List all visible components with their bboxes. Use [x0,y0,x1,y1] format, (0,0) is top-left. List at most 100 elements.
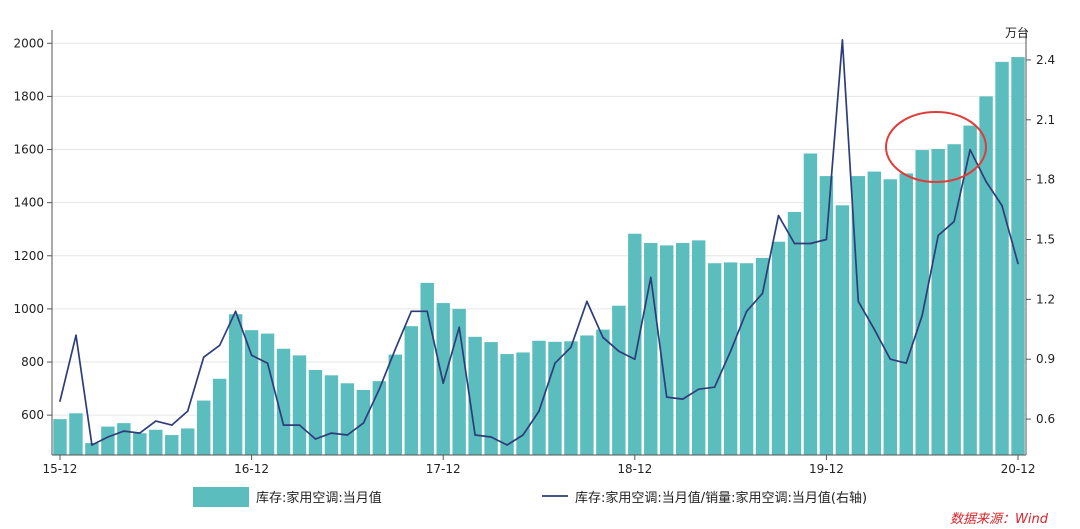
line-point [570,346,572,349]
bar [819,176,834,455]
right-tick-label: 0.6 [1036,412,1055,426]
bar [500,354,514,455]
line-point [442,382,444,384]
x-tick-label: 15-12 [43,462,78,476]
bar [468,336,482,455]
bar [580,335,594,455]
bar [548,341,562,455]
line-point [139,432,141,434]
bar [755,257,770,455]
bar [69,413,83,455]
bar [117,423,131,455]
line-point [346,434,349,436]
bar [931,149,945,455]
line-point [410,310,413,313]
line-point [1001,204,1003,207]
bar [596,329,610,455]
bar [867,171,882,455]
bar [723,262,738,455]
right-axis-unit: 万台 [1005,25,1029,40]
line-point [586,300,588,303]
bar [212,378,227,455]
bar-series [53,57,1025,455]
line-point [825,238,828,241]
bar [420,282,434,455]
line-point [394,348,397,351]
bar [276,348,291,455]
line-point [218,344,221,347]
line-point [1017,262,1019,265]
left-tick-label: 800 [21,355,44,369]
bar [340,383,355,455]
line-point [713,386,716,388]
line-point [665,396,668,398]
line-point [91,444,93,446]
source-note: 数据来源：Wind [950,512,1049,527]
bar [53,419,67,455]
line-point [634,358,636,361]
line-point [522,434,524,436]
right-axis-labels: 0.6 0.9 1.2 1.5 1.8 2.1 2.4 [1026,53,1055,426]
bar [771,241,786,455]
bar [995,61,1009,455]
line-point [378,388,381,390]
left-tick-label: 1400 [13,196,44,210]
x-tick-label: 20-12 [1001,462,1036,476]
x-tick-label: 16-12 [234,462,269,476]
line-point [905,362,908,365]
bar [532,340,546,455]
bar [915,150,929,455]
line-point [186,410,189,412]
line-point [602,336,604,339]
left-tick-label: 1000 [13,302,44,316]
line-point [202,356,205,359]
line-point [745,310,748,313]
bar [787,211,802,455]
line-point [75,334,77,337]
left-tick-label: 2000 [13,36,44,50]
line-point [314,438,317,440]
left-axis-labels: 600 800 1000 1200 1400 1600 1800 2000 [13,36,52,422]
line-point [697,388,700,390]
line-series [59,39,1019,446]
line-point [266,362,269,365]
line-point [809,242,812,245]
x-tick-label: 19-12 [809,462,844,476]
gridlines [52,42,1026,416]
bar [628,233,642,455]
line-point [474,434,476,436]
line-point [793,242,796,245]
line-point [330,432,333,434]
x-tick-label: 18-12 [617,462,652,476]
bar [963,125,977,455]
line-point [761,292,764,295]
line-point [873,328,876,331]
bar [260,333,275,455]
line-point [234,310,237,313]
left-tick-label: 1600 [13,143,44,157]
bar [564,341,578,455]
bar [644,243,658,455]
bar [308,370,323,455]
bar [181,428,195,455]
bar [675,243,690,455]
bar [516,352,530,455]
bar [404,326,418,455]
bar [899,173,913,455]
line-point [681,398,684,400]
right-tick-label: 2.4 [1036,53,1055,67]
line-point [250,354,253,357]
bar [436,303,450,455]
line-point [921,314,924,317]
line-point [649,276,652,279]
line-point [458,326,460,329]
bar [133,433,147,455]
line-point [729,350,732,353]
bar [707,263,722,455]
line-point [985,180,987,183]
bar [324,375,339,455]
line-point [426,310,429,313]
bar [149,429,163,455]
bar [947,144,961,455]
